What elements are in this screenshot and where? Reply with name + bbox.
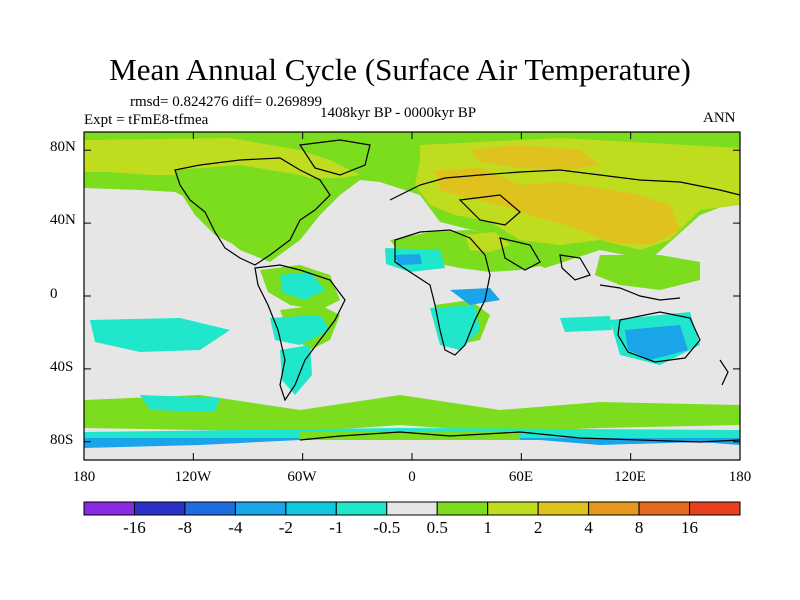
y-tick-label: 80S — [50, 432, 74, 448]
y-tick-label: 40N — [50, 212, 76, 228]
experiment-label: Expt = tFmE8-tfmea — [84, 112, 209, 128]
colorbar-swatch — [184, 501, 236, 516]
colorbar-label: -4 — [228, 518, 243, 537]
colorbar-label: -0.5 — [373, 518, 401, 537]
x-tick-label: 60E — [508, 469, 534, 485]
colorbar-label: -8 — [177, 518, 192, 537]
colorbar-swatch — [335, 501, 388, 516]
colorbar-swatch — [638, 501, 691, 516]
colorbar-swatch — [537, 501, 590, 516]
colorbar-label: -2 — [278, 518, 293, 537]
colorbar-label: 2 — [533, 518, 543, 537]
colorbar-label: 8 — [634, 518, 644, 537]
colorbar-swatch — [83, 501, 135, 516]
colorbar-label: 0.5 — [426, 518, 448, 537]
x-tick-label: 180 — [728, 469, 752, 485]
stats-text: rmsd= 0.824276 diff= 0.269899 — [130, 94, 323, 110]
x-tick-label: 120E — [614, 469, 646, 485]
temperature-field — [84, 132, 740, 460]
colorbar-label: -1 — [329, 518, 344, 537]
colorbar-label: -16 — [123, 518, 146, 537]
colorbar-swatch — [487, 501, 539, 516]
x-tick-label: 120W — [174, 469, 212, 485]
colorbar — [83, 501, 741, 516]
y-tick-label: 80N — [50, 139, 76, 155]
season-label: ANN — [703, 110, 736, 126]
colorbar-swatch — [285, 501, 337, 516]
colorbar-swatch — [234, 501, 287, 516]
period-label: 1408kyr BP - 0000kyr BP — [320, 105, 477, 121]
colorbar-swatch — [689, 501, 741, 516]
colorbar-swatch — [133, 501, 186, 516]
colorbar-swatch — [588, 501, 640, 516]
colorbar-label: 4 — [584, 518, 593, 537]
colorbar-label: 16 — [681, 518, 699, 537]
colorbar-swatch — [386, 501, 438, 516]
x-tick-label: 0 — [408, 469, 416, 485]
x-tick-label: 60W — [287, 469, 317, 485]
y-tick-label: 40S — [50, 359, 74, 375]
y-tick-label: 0 — [50, 286, 58, 302]
colorbar-swatch — [436, 501, 489, 516]
chart-title: Mean Annual Cycle (Surface Air Temperatu… — [109, 52, 691, 87]
x-tick-label: 180 — [72, 469, 96, 485]
colorbar-label: 1 — [483, 518, 492, 537]
